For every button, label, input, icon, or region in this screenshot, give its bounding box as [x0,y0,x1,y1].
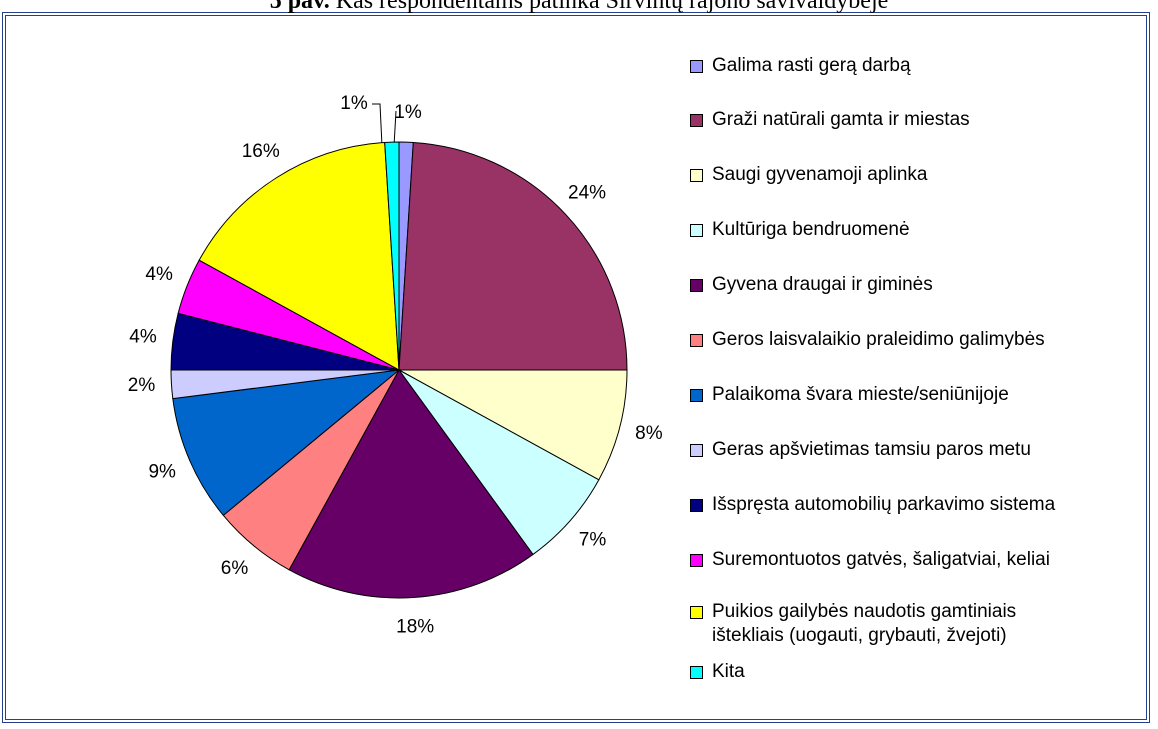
legend-swatch [690,279,703,292]
legend-label: Suremontuotos gatvės, šaligatviai, kelia… [712,549,1050,570]
data-label: 4% [129,327,157,348]
legend-item: Išspręsta automobilių parkavimo sistema [690,493,1130,517]
legend-item: Galima rasti gerą darbą [690,54,1130,78]
legend-swatch [690,224,703,237]
legend-item: Saugi gyvenamoji aplinka [690,163,1130,187]
legend-label: Puikios gailybės naudotis gamtiniais išt… [712,601,1017,646]
data-label: 1% [394,102,422,123]
data-label: 9% [148,461,176,482]
legend-label: Saugi gyvenamoji aplinka [712,164,928,185]
legend-swatch [690,666,703,679]
legend-swatch [690,499,703,512]
pie-slice [198,141,400,371]
legend-label: Išspręsta automobilių parkavimo sistema [712,494,1056,515]
pie-slice [172,369,401,517]
data-label: 24% [568,182,606,203]
legend-label: Gyvena draugai ir giminės [712,274,933,295]
legend-swatch [690,169,703,182]
figure-label: 5 pav. [269,0,330,14]
data-label: 6% [221,558,249,579]
legend-swatch [690,554,703,567]
frame [2,12,1150,723]
legend-swatch [690,334,703,347]
data-label: 7% [579,530,607,551]
legend-label: Kita [712,661,745,682]
pie-slice [398,141,628,371]
data-label: 8% [635,423,663,444]
legend-item: Gyvena draugai ir giminės [690,273,1130,297]
legend-swatch [690,60,703,73]
legend-item: Graži natūrali gamta ir miestas [690,108,1130,132]
title: 5 pav. Kas respondentams patinka Širvint… [0,0,1158,15]
legend-item: Geras apšvietimas tamsiu paros metu [690,438,1130,462]
legend-item: Kita [690,660,1130,684]
legend-label: Geros laisvalaikio praleidimo galimybės [712,329,1045,350]
legend-label: Graži natūrali gamta ir miestas [712,109,970,130]
leader-line [393,110,397,147]
pie-slice [288,369,534,599]
legend-label: Palaikoma švara mieste/seniūnijoje [712,384,1009,405]
legend-swatch [690,606,703,619]
pie-slice [398,369,628,481]
legend-item: Suremontuotos gatvės, šaligatviai, kelia… [690,548,1130,572]
data-label: 4% [145,264,173,285]
legend-swatch [690,444,703,457]
chart-title: Kas respondentams patinka Širvintų rajon… [335,0,889,14]
legend-swatch [690,389,703,402]
data-label: 18% [396,617,434,638]
legend-label: Geras apšvietimas tamsiu paros metu [712,439,1031,460]
legend-item: Puikios gailybės naudotis gamtiniais išt… [690,600,1130,648]
leader-line [372,103,383,147]
legend-item: Geros laisvalaikio praleidimo galimybės [690,328,1130,352]
legend-swatch [690,114,703,127]
legend-label: Kultūriga bendruomenė [712,219,910,240]
legend-item: Palaikoma švara mieste/seniūnijoje [690,383,1130,407]
data-label: 16% [242,141,280,162]
pie-slice [384,141,400,371]
data-label: 2% [128,375,156,396]
data-label: 1% [340,93,368,114]
legend-label: Galima rasti gerą darbą [712,55,911,76]
legend-item: Kultūriga bendruomenė [690,218,1130,242]
